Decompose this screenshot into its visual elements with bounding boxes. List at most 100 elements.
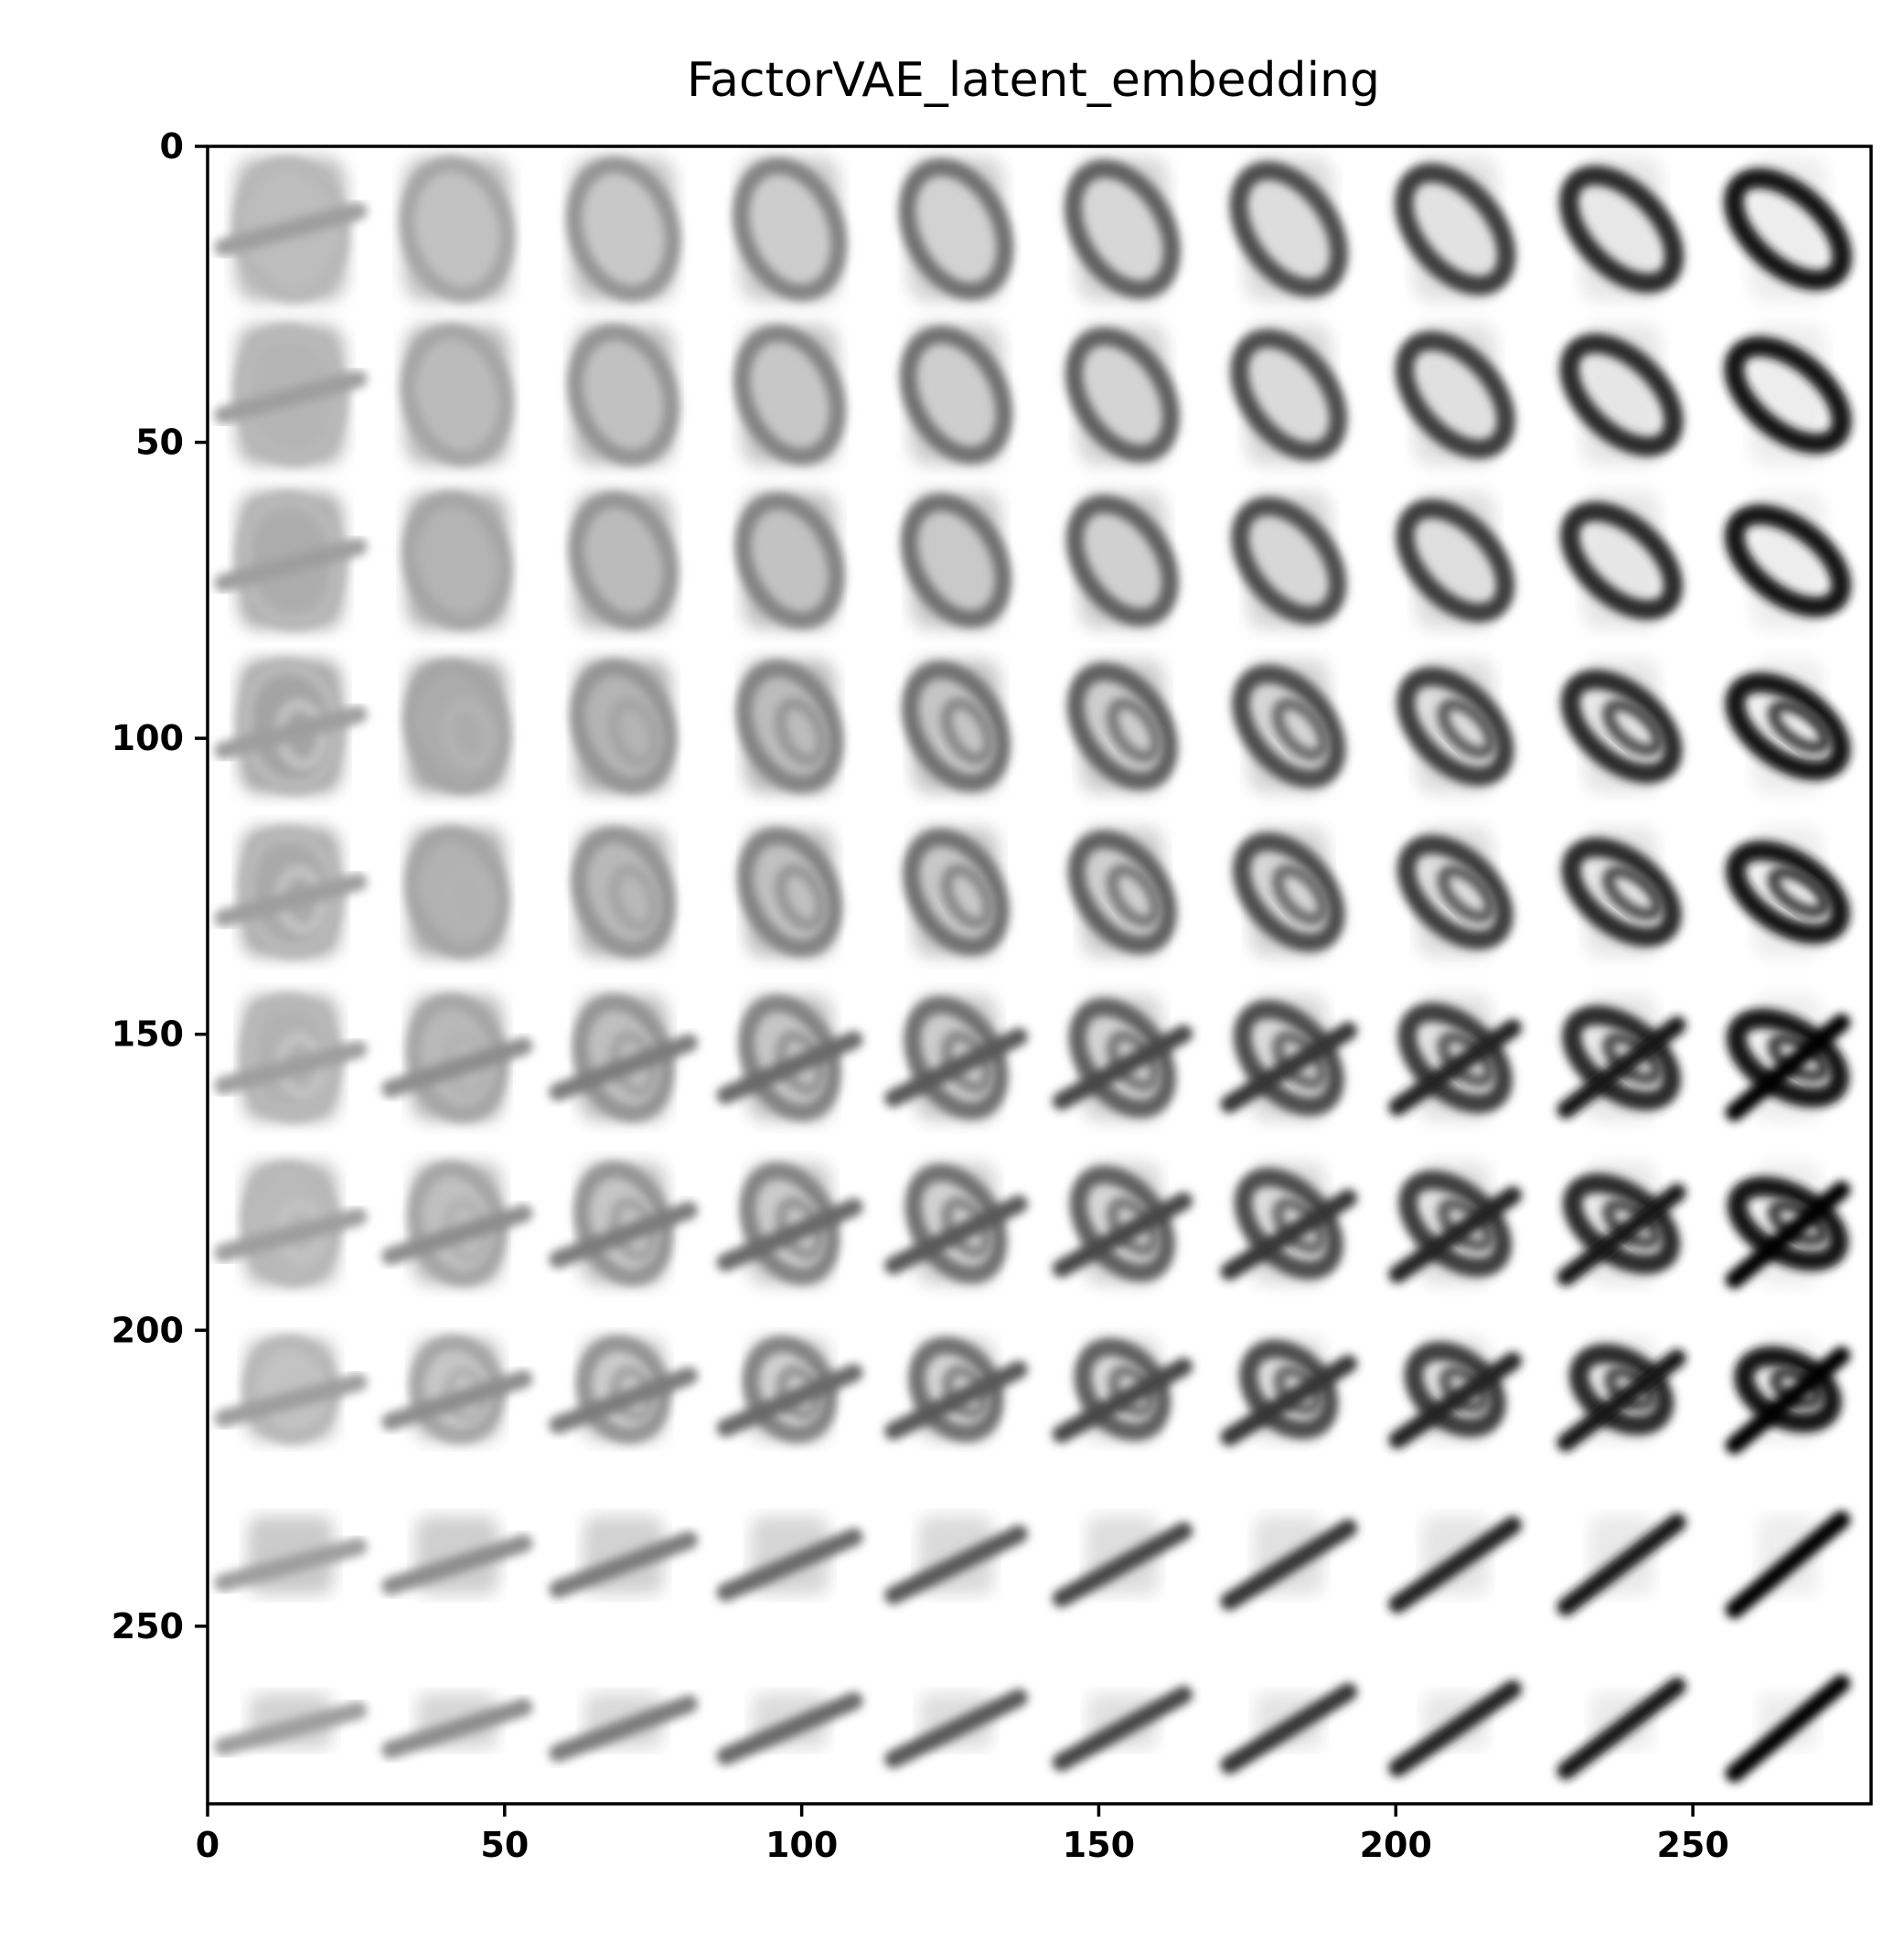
digit-cell [1231,660,1346,793]
digit-cell [214,1516,368,1595]
digit-cell [1394,156,1516,302]
axes-frame [206,145,1873,1806]
digit-cell [884,1336,1028,1442]
digit-cell [214,155,368,303]
digit-cell [1556,1677,1686,1780]
digit-cell [401,324,514,466]
digit-cell [898,156,1014,302]
digit-cell [716,1335,863,1443]
digit-cell [1725,1674,1851,1783]
digit-cell [549,1693,699,1763]
digit-cell [214,490,368,631]
digit-cell [214,1335,368,1444]
digit-cell [1725,1163,1851,1289]
digit-cell [735,660,844,793]
digit-cell [1725,994,1851,1121]
digit-cell [381,1161,533,1287]
digit-cell [1395,325,1515,466]
digit-cell [1396,660,1514,793]
digit-cell [884,994,1028,1121]
digit-cell [1388,1163,1522,1285]
digit-cell [568,491,679,630]
digit-cell [214,1693,368,1756]
digit-cell [1723,156,1853,302]
digit-cell [1052,1516,1193,1608]
digit-cell [733,325,846,466]
digit-cell [716,1162,863,1285]
digit-cell [733,156,848,302]
y-tick-label: 100 [112,718,184,758]
y-tick-label: 250 [112,1606,184,1646]
digit-cell [214,658,368,795]
digit-cell [1560,660,1683,793]
digit-cell [901,660,1011,793]
digit-cell [1230,325,1348,466]
digit-cell [716,1516,863,1602]
digit-cell [1220,1516,1358,1611]
digit-cell [1724,325,1852,466]
digit-cell [1220,1682,1358,1775]
digit-cell [1561,827,1682,958]
digit-cell [214,323,368,466]
digit-cell [1556,994,1686,1121]
axis-ticks: 0 50 100 150 200 250 0 50 100 150 200 250 [112,126,1729,1865]
digit-cell [1231,492,1347,629]
digit-cell [214,1160,368,1287]
digit-cell [1556,1337,1686,1452]
y-tick-label: 0 [160,126,184,166]
digit-cell [381,1335,533,1444]
x-tick-label: 50 [480,1825,529,1865]
digit-cell [1232,827,1345,958]
x-tick-label: 100 [765,1825,838,1865]
digit-cell [1064,325,1181,466]
digit-cell [571,826,676,958]
digit-cell [549,1516,699,1599]
digit-cell [1052,1686,1193,1772]
digit-cell [884,1516,1028,1604]
digit-cell [1220,1163,1358,1285]
digit-cell [1559,325,1684,466]
x-tick-label: 250 [1656,1825,1728,1865]
digit-cell [1052,1337,1193,1443]
digit-cell [566,156,681,302]
digit-cell [1067,827,1178,958]
digit-cell [549,993,699,1122]
digit-cell [716,994,863,1121]
digit-cell [1396,492,1515,629]
x-tick-label: 150 [1063,1825,1135,1865]
digit-cell [1065,492,1180,629]
digit-cell [734,492,845,629]
digit-cell [1558,156,1685,302]
digit-cell [381,993,533,1122]
digit-cell [381,1693,533,1759]
digit-cell [1066,660,1179,793]
digit-cell [401,491,513,630]
digit-cell [1220,1337,1358,1446]
digit-cell [214,825,368,959]
digit-cell [1052,994,1193,1121]
digit-cell [1064,156,1182,302]
digit-cell [381,1516,533,1595]
digit-cell [549,1335,699,1444]
digit-cell [737,827,843,958]
digit-cell [567,324,679,466]
digit-cell [899,325,1013,466]
y-tick-label: 50 [135,423,184,463]
y-tick-label: 200 [112,1310,184,1350]
digit-cell [1725,827,1851,958]
digit-cell [1388,994,1522,1121]
digit-cell [1388,1516,1522,1614]
digit-cell [570,659,678,794]
digit-cell [214,992,368,1123]
digit-cell [1220,994,1358,1121]
y-tick-label: 150 [112,1014,184,1055]
digit-cell [1725,1510,1851,1619]
digit-cell [403,659,511,795]
x-tick-label: 200 [1360,1825,1432,1865]
digit-cell [1396,827,1514,958]
digit-cell [399,156,515,303]
digit-cell [1725,660,1851,793]
digit-cell [1724,492,1852,629]
digit-cell [1388,1337,1522,1449]
